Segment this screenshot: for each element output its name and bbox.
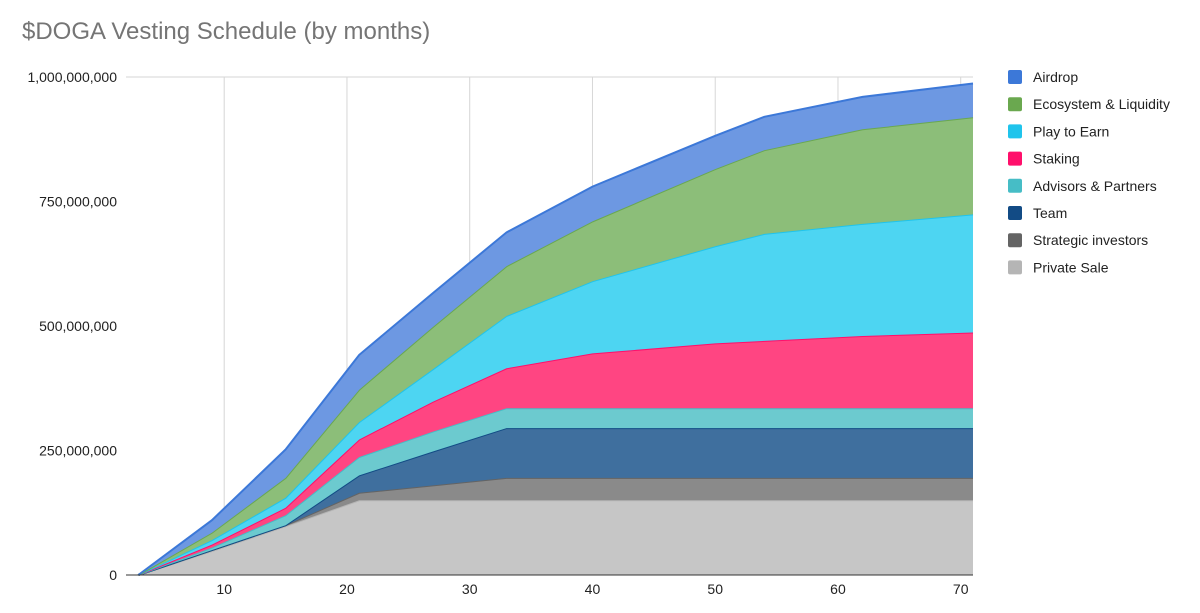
area-team (138, 428, 974, 575)
legend: Airdrop Ecosystem & Liquidity Play to Earn… (1008, 69, 1170, 275)
area-private-sale (138, 500, 974, 575)
x-tick-label: 50 (707, 581, 723, 597)
legend-label: Team (1033, 205, 1067, 221)
line-airdrop (137, 82, 974, 576)
legend-swatch (1008, 124, 1022, 139)
tick-layer: 0 250,000,000 500,000,000 750,000,000 1,000,… (27, 69, 968, 597)
legend-label: Private Sale (1033, 259, 1109, 275)
y-tick-label: 250,000,000 (39, 443, 117, 459)
area-play-to-earn (138, 214, 974, 575)
legend-swatch (1008, 178, 1022, 193)
y-tick-label: 0 (109, 567, 117, 583)
x-tick-label: 40 (585, 581, 601, 597)
legend-swatch (1008, 97, 1022, 112)
legend-label: Staking (1033, 151, 1080, 167)
legend-item-airdrop[interactable]: Airdrop (1008, 69, 1078, 85)
y-tick-label: 750,000,000 (39, 194, 117, 210)
legend-item-advisors-partners[interactable]: Advisors & Partners (1008, 178, 1157, 194)
legend-swatch (1008, 233, 1022, 248)
x-tick-label: 10 (216, 581, 232, 597)
legend-label: Play to Earn (1033, 123, 1109, 139)
x-tick-label: 60 (830, 581, 846, 597)
legend-item-private-sale[interactable]: Private Sale (1008, 259, 1109, 275)
legend-item-strategic-investors[interactable]: Strategic investors (1008, 232, 1148, 248)
legend-label: Airdrop (1033, 69, 1078, 85)
legend-item-staking[interactable]: Staking (1008, 151, 1080, 167)
area-strategic-investors (138, 477, 974, 575)
legend-label: Advisors & Partners (1033, 178, 1157, 194)
legend-swatch (1008, 70, 1022, 84)
legend-label: Ecosystem & Liquidity (1033, 96, 1170, 112)
legend-swatch (1008, 151, 1022, 166)
area-ecosystem-liquidity (138, 117, 974, 576)
y-tick-label: 500,000,000 (39, 318, 117, 334)
x-tick-label: 20 (339, 581, 355, 597)
legend-item-play-to-earn[interactable]: Play to Earn (1008, 123, 1109, 139)
area-advisors-partners (138, 408, 974, 575)
legend-swatch (1008, 260, 1022, 275)
legend-label: Strategic investors (1033, 232, 1148, 248)
x-tick-label: 70 (953, 581, 969, 597)
y-tick-label: 1,000,000,000 (27, 69, 117, 85)
area-layer (137, 82, 974, 576)
area-staking (138, 332, 974, 575)
chart-title: $DOGA Vesting Schedule (by months) (22, 18, 431, 45)
legend-item-ecosystem-liquidity[interactable]: Ecosystem & Liquidity (1008, 96, 1170, 112)
legend-swatch (1008, 206, 1022, 220)
x-tick-label: 30 (462, 581, 478, 597)
legend-item-team[interactable]: Team (1008, 205, 1067, 221)
